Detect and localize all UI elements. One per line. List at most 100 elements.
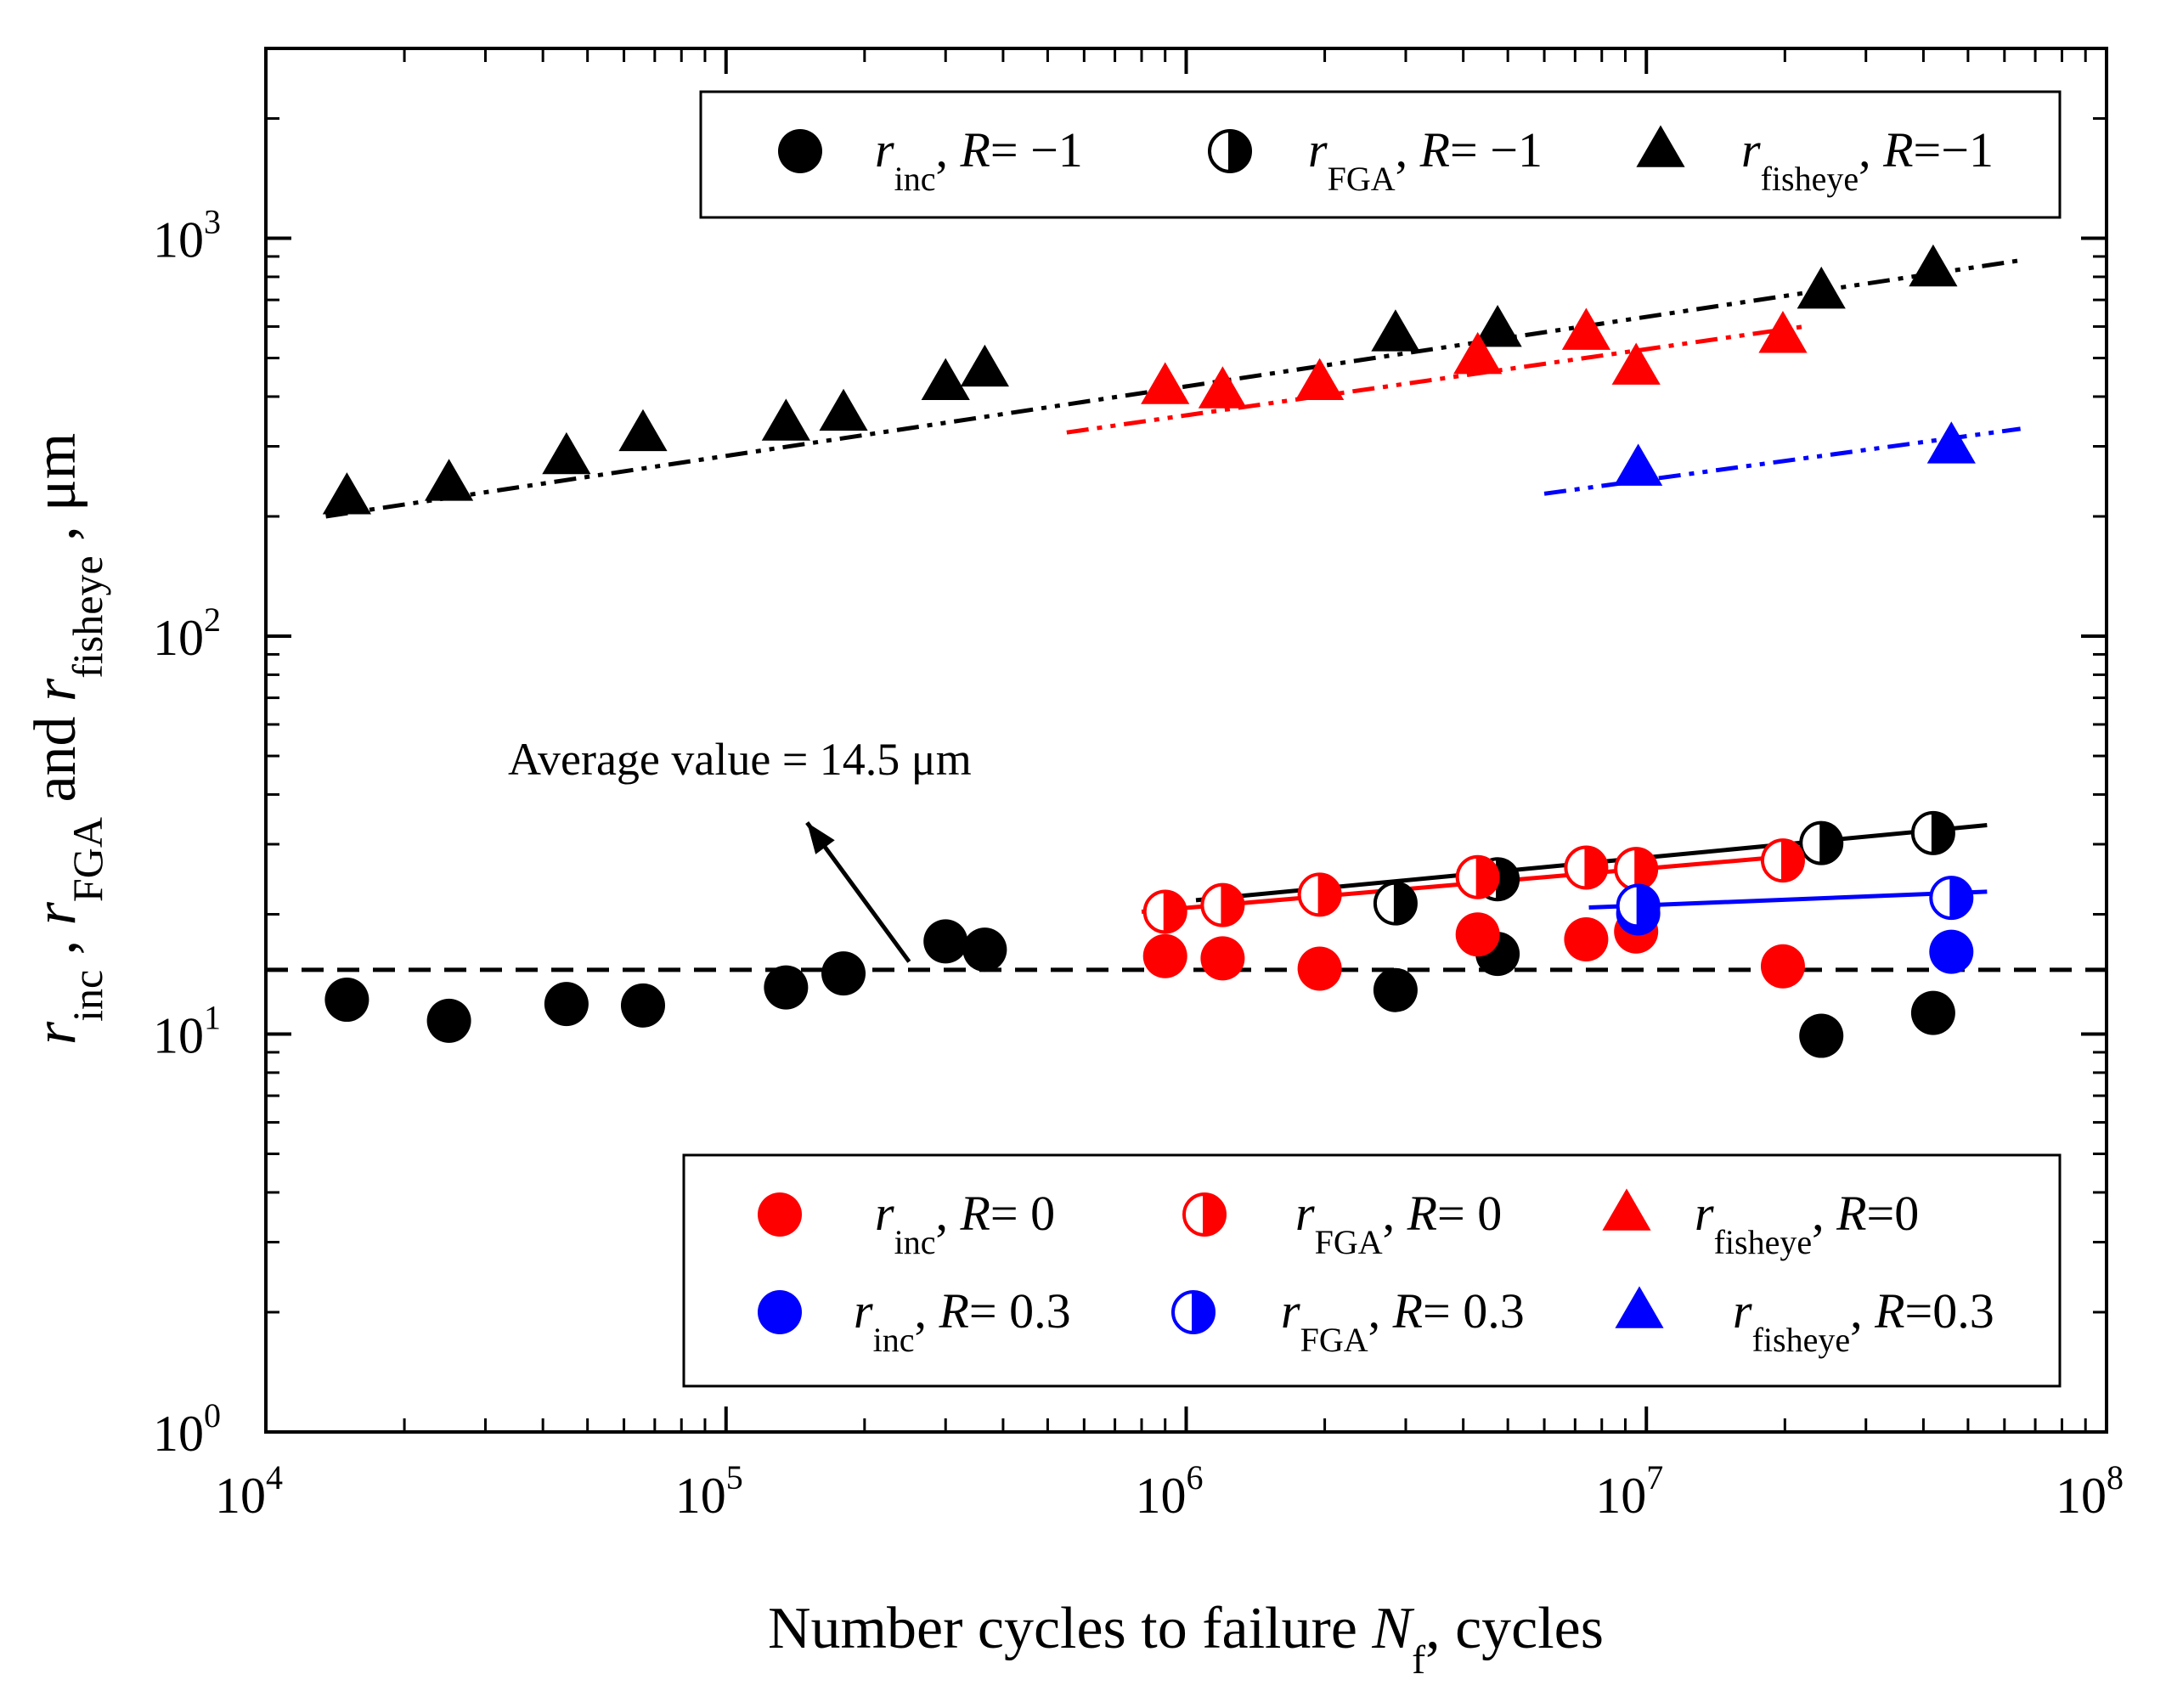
x-tick-base: 10 [2056, 1468, 2107, 1524]
fish_m1-point [921, 358, 970, 401]
legend-item-fish_m1: rfisheye, R=−1 [1636, 122, 1994, 198]
fish_0-point [1758, 311, 1808, 353]
y-tick-base: 10 [153, 1008, 204, 1064]
legend-marker-fga_m1 [1208, 129, 1252, 173]
legend-marker-fga_0 [1182, 1192, 1227, 1237]
inc_m1-point [1373, 967, 1418, 1012]
fish_m1-point [960, 344, 1009, 387]
legend-R: R [1392, 1283, 1423, 1339]
legend-marker-inc_03 [758, 1290, 802, 1334]
series-fga_0 [1142, 838, 1805, 934]
x-tick-label: 104 [215, 1458, 283, 1524]
x-label-suffix: , cycles [1425, 1596, 1604, 1661]
legend-sub: fisheye [1752, 1321, 1851, 1359]
inc_m1-point [324, 978, 369, 1023]
inc_m1-point [1799, 1013, 1844, 1058]
inc_m1-point [923, 919, 968, 964]
inc_m1-point [620, 983, 665, 1028]
y-tick-exponent: 1 [204, 999, 221, 1037]
x-label-symbol: N [1371, 1596, 1414, 1661]
legend-label-fish_0: rfisheye, R=0 [1695, 1186, 1919, 1261]
fga_0-point [1297, 872, 1342, 917]
x-tick-label: 107 [1595, 1458, 1663, 1524]
y-tick-label: 102 [153, 600, 221, 666]
fga_0-point-fill [1319, 874, 1340, 916]
y-tick-label: 101 [153, 999, 221, 1064]
legend-item-fga_m1: rFGA, R= −1 [1208, 122, 1543, 198]
fga_0-point-fill [1586, 847, 1607, 888]
series-inc_m1 [324, 919, 1955, 1058]
legend-label-inc_m1: rinc, R= −1 [875, 122, 1083, 198]
fish_03-point [1614, 443, 1663, 486]
fit-fish-03-line [1543, 426, 2021, 496]
y-label-sub-1: FGA [64, 817, 111, 902]
y-label-sep-1: and [23, 702, 88, 817]
fish_0-point [1611, 342, 1661, 385]
legend-r: r [1295, 1186, 1315, 1241]
x-label-prefix: Number cycles to failure [768, 1596, 1372, 1661]
y-tick-label: 103 [153, 203, 221, 268]
x-tick-base: 10 [675, 1468, 726, 1524]
legend-r: r [1733, 1283, 1752, 1339]
fga_0-point [1455, 854, 1500, 899]
fga_m1-point [1799, 820, 1844, 865]
inc_0-point [1200, 936, 1245, 981]
legend-bottom-box [682, 1153, 2062, 1388]
legend-val: =−1 [1914, 122, 1994, 178]
annotation-text: Average value = 14.5 μm [508, 734, 972, 785]
fga_0-point-fill [1477, 856, 1498, 898]
major-ticks [264, 48, 2108, 1434]
legend-sub: FGA [1300, 1321, 1368, 1359]
legend-sep: , [935, 1186, 960, 1241]
x-tick-base: 10 [1136, 1468, 1187, 1524]
y-tick-label: 100 [153, 1396, 221, 1462]
legend-r: r [1281, 1283, 1300, 1339]
x-axis-label: Number cycles to failure Nf, cycles [768, 1596, 1604, 1683]
y-label-sep-2: , μm [23, 433, 88, 555]
legend-top: rinc, R= −1 rFGA, R= −1 rfisheye, R=−1 [699, 90, 2062, 219]
minor-ticks [266, 47, 2107, 1432]
legend-marker-fish_0 [1602, 1188, 1651, 1231]
legend-item-inc_0: rinc, R= 0 [758, 1186, 1055, 1261]
inc_03-point [1929, 929, 1974, 974]
data-points [322, 244, 1976, 1058]
legend-r: r [1695, 1186, 1714, 1241]
y-label-r-2: r [23, 678, 88, 702]
legend-sub: fisheye [1714, 1223, 1813, 1261]
inc_m1-point [1910, 990, 1955, 1035]
series-fish_0 [1141, 307, 1808, 409]
legend-item-fga_03: rFGA, R= 0.3 [1171, 1283, 1525, 1359]
legend-R: R [959, 1186, 990, 1241]
x-tick-base: 10 [1595, 1468, 1646, 1524]
fish_m1-point [424, 459, 474, 501]
inc_0-point [1455, 912, 1500, 957]
y-tick-exponent: 2 [204, 600, 221, 639]
inc_0-point [1297, 946, 1342, 991]
fish_0-point [1295, 358, 1345, 401]
y-tick-base: 10 [153, 610, 204, 666]
legend-R: R [1407, 1186, 1437, 1241]
legend-val: = 0.3 [1423, 1283, 1525, 1339]
legend-item-fish_03: rfisheye, R=0.3 [1615, 1283, 1994, 1359]
fish_m1-point [1797, 266, 1846, 309]
inc_m1-point [821, 951, 866, 996]
fish_m1-point [1909, 244, 1958, 287]
legend-sub: FGA [1315, 1223, 1383, 1261]
legend-sub: fisheye [1761, 160, 1859, 198]
axis-labels: Number cycles to failure Nf, cycles rinc … [23, 433, 1604, 1683]
y-axis-label: rinc , rFGA and rfisheye , μm [23, 433, 111, 1045]
legend-r: r [1308, 122, 1328, 178]
y-tick-base: 10 [153, 212, 204, 268]
y-label-sub-2: fisheye [64, 555, 111, 678]
legend-sub: inc [873, 1321, 915, 1359]
legend-sub: FGA [1328, 160, 1396, 198]
legend-val: =0.3 [1905, 1283, 1994, 1339]
inc_0-point [1564, 916, 1609, 961]
legend-r: r [1741, 122, 1761, 178]
y-label-r-1: r [23, 901, 88, 925]
legend-val: =0 [1867, 1186, 1920, 1241]
legend-marker-fga_m1-fill [1230, 131, 1250, 172]
fish_0-point [1561, 307, 1611, 350]
x-tick-exponent: 6 [1187, 1458, 1204, 1497]
y-label-sep-0: , [23, 925, 88, 970]
